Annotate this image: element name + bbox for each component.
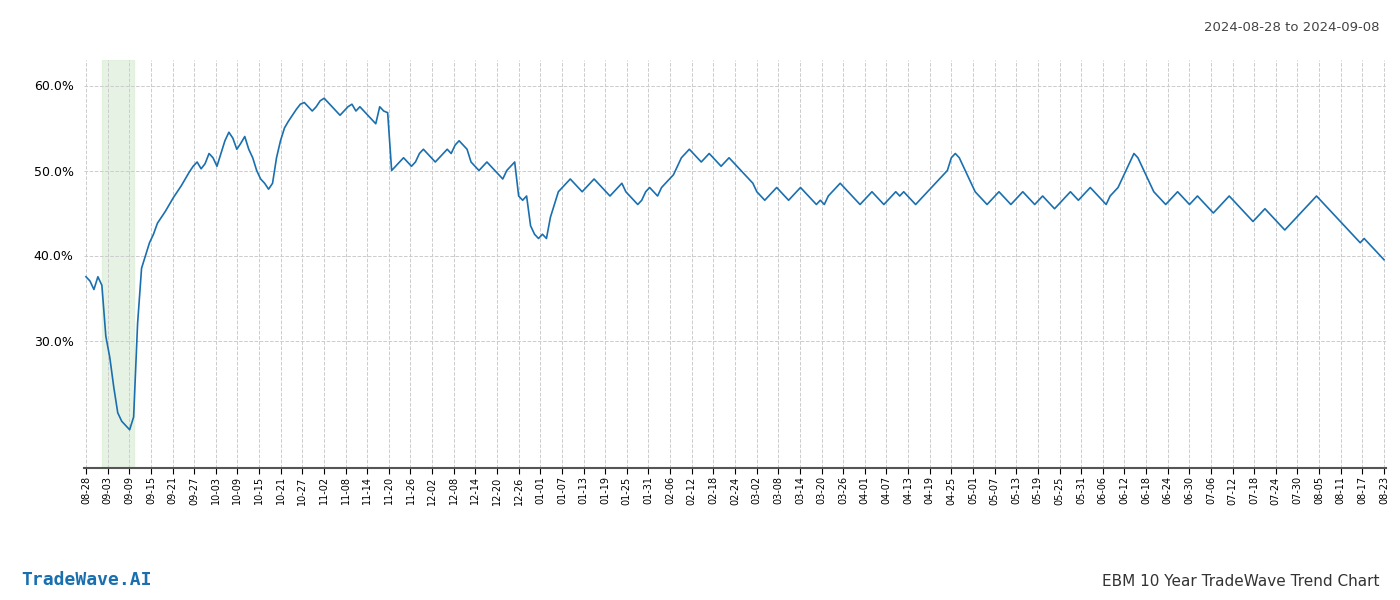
Text: 2024-08-28 to 2024-09-08: 2024-08-28 to 2024-09-08 [1204,21,1379,34]
Text: TradeWave.AI: TradeWave.AI [21,571,151,589]
Bar [102,60,133,468]
Text: EBM 10 Year TradeWave Trend Chart: EBM 10 Year TradeWave Trend Chart [1102,574,1379,589]
